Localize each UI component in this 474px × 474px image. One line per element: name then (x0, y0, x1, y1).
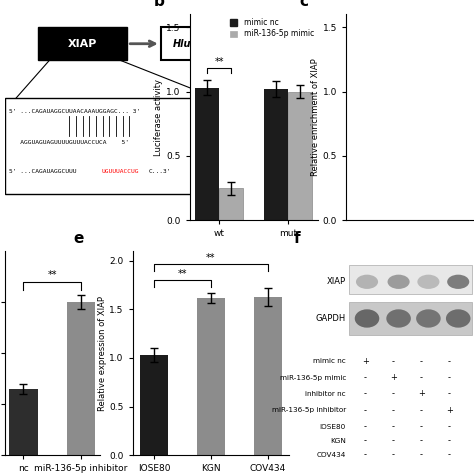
Bar (264, 89, 288, 220)
Y-axis label: Relative enrichment of XIAP: Relative enrichment of XIAP (311, 58, 320, 176)
Ellipse shape (388, 274, 410, 289)
Text: -: - (420, 436, 423, 445)
Text: -: - (420, 373, 423, 382)
Text: -: - (392, 406, 395, 415)
Y-axis label: Relative expression of XIAP: Relative expression of XIAP (98, 296, 107, 410)
Text: +: + (362, 357, 369, 366)
Text: -: - (364, 406, 367, 415)
Text: -: - (420, 406, 423, 415)
Bar (195, 88, 219, 220)
Text: -: - (392, 451, 395, 459)
Text: XIAP: XIAP (68, 39, 97, 49)
Text: **: ** (178, 269, 187, 279)
Text: IOSE80: IOSE80 (320, 423, 346, 429)
Bar (197, 298, 225, 455)
Bar (288, 91, 312, 220)
Text: -: - (364, 373, 367, 382)
Text: -: - (448, 451, 451, 459)
Text: miR-136-5p inhibitor: miR-136-5p inhibitor (272, 407, 346, 413)
Text: +: + (446, 406, 453, 415)
Text: -: - (364, 422, 367, 431)
Text: AGGUAGUAGUUUUGUUUACCUCA    5': AGGUAGUAGUUUUGUUUACCUCA 5' (9, 140, 129, 146)
Text: c: c (300, 0, 309, 9)
Text: -: - (364, 390, 367, 398)
Bar (140, 355, 168, 455)
Text: +: + (390, 373, 397, 382)
Text: COV434: COV434 (317, 452, 346, 458)
Bar (161, 27, 216, 61)
Text: GAPDH: GAPDH (316, 314, 346, 323)
Ellipse shape (417, 274, 439, 289)
Text: Hluc+: Hluc+ (173, 39, 205, 49)
Text: C...3': C...3' (148, 169, 171, 174)
Text: +: + (418, 390, 425, 398)
Bar (38, 27, 127, 61)
Text: 5' ...CAGAUAGGCUUAACAAAUGGAGC... 3': 5' ...CAGAUAGGCUUAACAAAUGGAGC... 3' (9, 109, 140, 114)
Ellipse shape (416, 310, 441, 328)
Text: 5' ...CAGAUAGGCUUU: 5' ...CAGAUAGGCUUU (9, 169, 77, 174)
Bar (219, 188, 243, 220)
Text: inhibitor nc: inhibitor nc (305, 391, 346, 397)
Ellipse shape (356, 274, 378, 289)
Ellipse shape (355, 310, 379, 328)
Ellipse shape (447, 274, 469, 289)
Text: KGN: KGN (330, 438, 346, 444)
Text: **: ** (206, 253, 216, 263)
Text: -: - (448, 422, 451, 431)
Text: miR-136-5p mimic: miR-136-5p mimic (280, 374, 346, 381)
Bar (5, 98, 223, 194)
Text: -: - (392, 436, 395, 445)
Bar (9, 389, 38, 455)
Text: -: - (420, 451, 423, 459)
Text: -: - (448, 436, 451, 445)
Text: -: - (420, 357, 423, 366)
Text: **: ** (47, 270, 57, 280)
Text: mimic nc: mimic nc (313, 358, 346, 365)
Text: -: - (392, 422, 395, 431)
Text: -: - (448, 357, 451, 366)
Text: e: e (73, 231, 83, 246)
Text: XIAP: XIAP (327, 277, 346, 286)
Text: -: - (420, 422, 423, 431)
Text: -: - (364, 436, 367, 445)
Bar (349, 265, 472, 294)
Text: -: - (392, 357, 395, 366)
Bar (66, 302, 95, 455)
Text: **: ** (215, 57, 224, 67)
Text: -: - (448, 390, 451, 398)
Bar (349, 302, 472, 335)
Text: -: - (364, 451, 367, 459)
Text: -: - (448, 373, 451, 382)
Text: UGUUUACCUG: UGUUUACCUG (101, 169, 139, 174)
Y-axis label: Luciferase activity: Luciferase activity (155, 79, 164, 156)
Text: -: - (392, 390, 395, 398)
Bar (254, 297, 282, 455)
Ellipse shape (386, 310, 411, 328)
Legend: mimic nc, miR-136-5p mimic: mimic nc, miR-136-5p mimic (230, 18, 314, 38)
Text: b: b (154, 0, 164, 9)
Text: f: f (293, 231, 300, 246)
Ellipse shape (446, 310, 471, 328)
